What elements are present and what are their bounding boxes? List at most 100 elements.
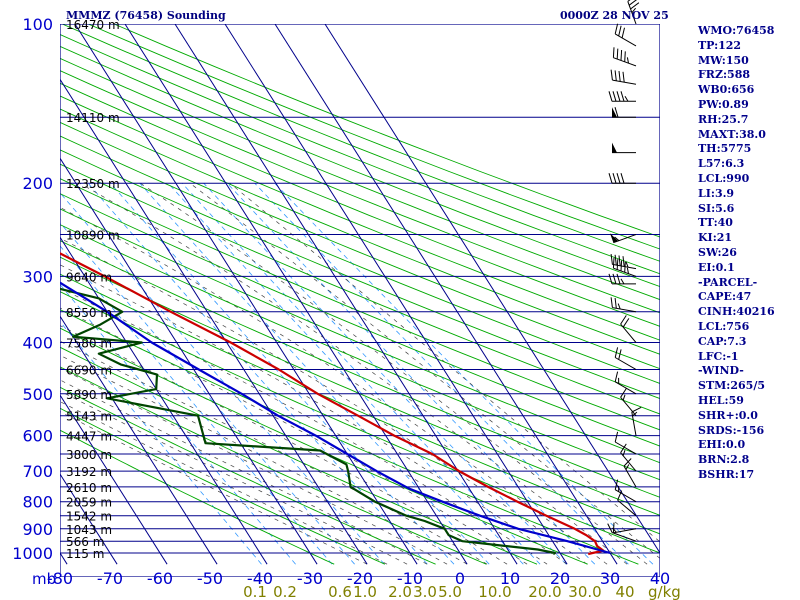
mixing-ratio-label: 0.2 bbox=[273, 583, 297, 600]
temperature-tick-label: -70 bbox=[97, 569, 123, 588]
temperature-tick-label: 30 bbox=[600, 569, 620, 588]
height-label: 1542 m bbox=[66, 510, 112, 524]
mixing-ratio-label: 0.1 bbox=[243, 583, 267, 600]
wind-barb bbox=[620, 388, 637, 417]
height-label: 3192 m bbox=[66, 465, 112, 479]
isotherm bbox=[60, 315, 218, 565]
temperature-tick-label: -10 bbox=[397, 569, 423, 588]
wind-barb-shaft bbox=[617, 499, 637, 517]
height-label: 115 m bbox=[66, 547, 104, 561]
mixing-ratio-line bbox=[87, 182, 428, 565]
mixing-ratio-unit: g/kg bbox=[648, 583, 681, 600]
index-item: SI:5.6 bbox=[698, 201, 735, 215]
wind-barb bbox=[610, 69, 637, 85]
wind-barb-feather bbox=[610, 69, 613, 81]
temperature-tick-label: -30 bbox=[297, 569, 323, 588]
dry-adiabat bbox=[60, 135, 660, 384]
wind-barb-feather bbox=[610, 297, 613, 308]
wind-barb-feather bbox=[622, 394, 626, 401]
wind-barb bbox=[612, 47, 637, 67]
wind-barb-feather bbox=[628, 0, 637, 6]
wind-barb-feather bbox=[614, 70, 617, 81]
isotherm bbox=[224, 24, 568, 565]
dry-adiabat bbox=[60, 429, 335, 565]
wind-barb-feather bbox=[612, 47, 615, 58]
wind-barb-feather bbox=[621, 27, 625, 39]
temperature-tick-label: 10 bbox=[500, 569, 520, 588]
wind-barb-feather bbox=[625, 464, 630, 470]
wind-barb-feather bbox=[608, 273, 613, 285]
index-item: KI:21 bbox=[698, 231, 733, 245]
wind-barb-feather bbox=[630, 2, 640, 10]
wind-barb-feather bbox=[614, 236, 620, 242]
wind-barb-feather bbox=[620, 173, 625, 184]
wind-barb-feather bbox=[614, 254, 617, 266]
mixing-ratio-label: 40 bbox=[615, 583, 634, 600]
wind-barb-feather bbox=[624, 261, 626, 273]
wind-barb bbox=[607, 523, 637, 534]
mixing-ratio-line bbox=[274, 182, 654, 565]
mixing-ratio-line bbox=[110, 182, 455, 565]
wind-barb-feather bbox=[617, 303, 621, 310]
pressure-tick-label: 700 bbox=[22, 462, 53, 481]
height-label: 8550 m bbox=[66, 306, 112, 320]
wind-barb-feather bbox=[614, 479, 619, 490]
moist-adiabat bbox=[140, 182, 648, 565]
pressure-tick-label: 900 bbox=[22, 520, 53, 539]
wind-barb bbox=[614, 371, 637, 395]
mixing-ratio-label: 3.0 bbox=[413, 583, 437, 600]
wind-barb-feather bbox=[612, 273, 617, 285]
dry-adiabat bbox=[60, 256, 660, 516]
wind-barb-feather bbox=[616, 173, 621, 184]
wind-barb-feather bbox=[622, 71, 625, 83]
wind-barb-feather bbox=[610, 254, 613, 265]
wind-barb-shaft bbox=[613, 532, 637, 542]
dry-adiabat bbox=[60, 70, 660, 314]
wind-barb-feather bbox=[622, 318, 630, 328]
height-label: 6690 m bbox=[66, 364, 112, 378]
index-item: TP:122 bbox=[698, 38, 742, 52]
wind-barb-feather bbox=[614, 297, 617, 309]
wind-barb bbox=[617, 490, 637, 517]
parcel-line bbox=[60, 281, 611, 555]
wind-barb bbox=[612, 142, 636, 154]
mixing-ratio-label: 20.0 bbox=[528, 583, 561, 600]
wind-barb bbox=[612, 257, 637, 277]
mixing-ratio-label: 0.6 bbox=[328, 583, 352, 600]
wind-barb-feather bbox=[622, 256, 625, 267]
dry-adiabat bbox=[60, 95, 660, 341]
wind-barb-shaft bbox=[620, 396, 637, 417]
wind-barb-feather bbox=[620, 315, 627, 325]
index-item: L57:6.3 bbox=[698, 157, 745, 171]
wind-barb bbox=[627, 0, 640, 25]
wind-barb bbox=[610, 297, 637, 313]
height-label: 3800 m bbox=[66, 448, 112, 462]
height-label: 10890 m bbox=[66, 229, 120, 243]
dry-adiabat bbox=[60, 45, 660, 288]
mixing-ratio-label: 5.0 bbox=[438, 583, 462, 600]
wind-barb-feather bbox=[618, 349, 622, 360]
index-item: WB0:656 bbox=[698, 83, 755, 97]
wind-barb-feather bbox=[612, 257, 615, 269]
wind-barb-feather bbox=[631, 406, 642, 413]
isotherm bbox=[60, 78, 368, 565]
pressure-tick-label: 400 bbox=[22, 334, 53, 353]
wind-barb-shaft bbox=[631, 411, 637, 436]
dry-adiabat bbox=[60, 386, 436, 565]
wind-barb-feather bbox=[614, 431, 619, 443]
dry-adiabat bbox=[60, 34, 660, 275]
index-item: FRZ:588 bbox=[698, 68, 751, 82]
dry-adiabat bbox=[60, 273, 660, 535]
dry-adiabat bbox=[60, 149, 660, 400]
pressure-tick-label: 100 bbox=[22, 15, 53, 34]
isotherm bbox=[174, 24, 518, 565]
index-item: HEL:59 bbox=[698, 393, 744, 407]
wind-barb-shaft bbox=[612, 307, 637, 313]
mixing-ratio-line bbox=[167, 182, 524, 565]
wind-barb-feather bbox=[620, 49, 623, 61]
wind-barb-feather bbox=[625, 261, 629, 268]
index-item: EHI:0.0 bbox=[698, 438, 746, 452]
wind-barb bbox=[608, 173, 636, 184]
index-item: WMO:76458 bbox=[698, 24, 775, 37]
height-label: 566 m bbox=[66, 535, 104, 549]
